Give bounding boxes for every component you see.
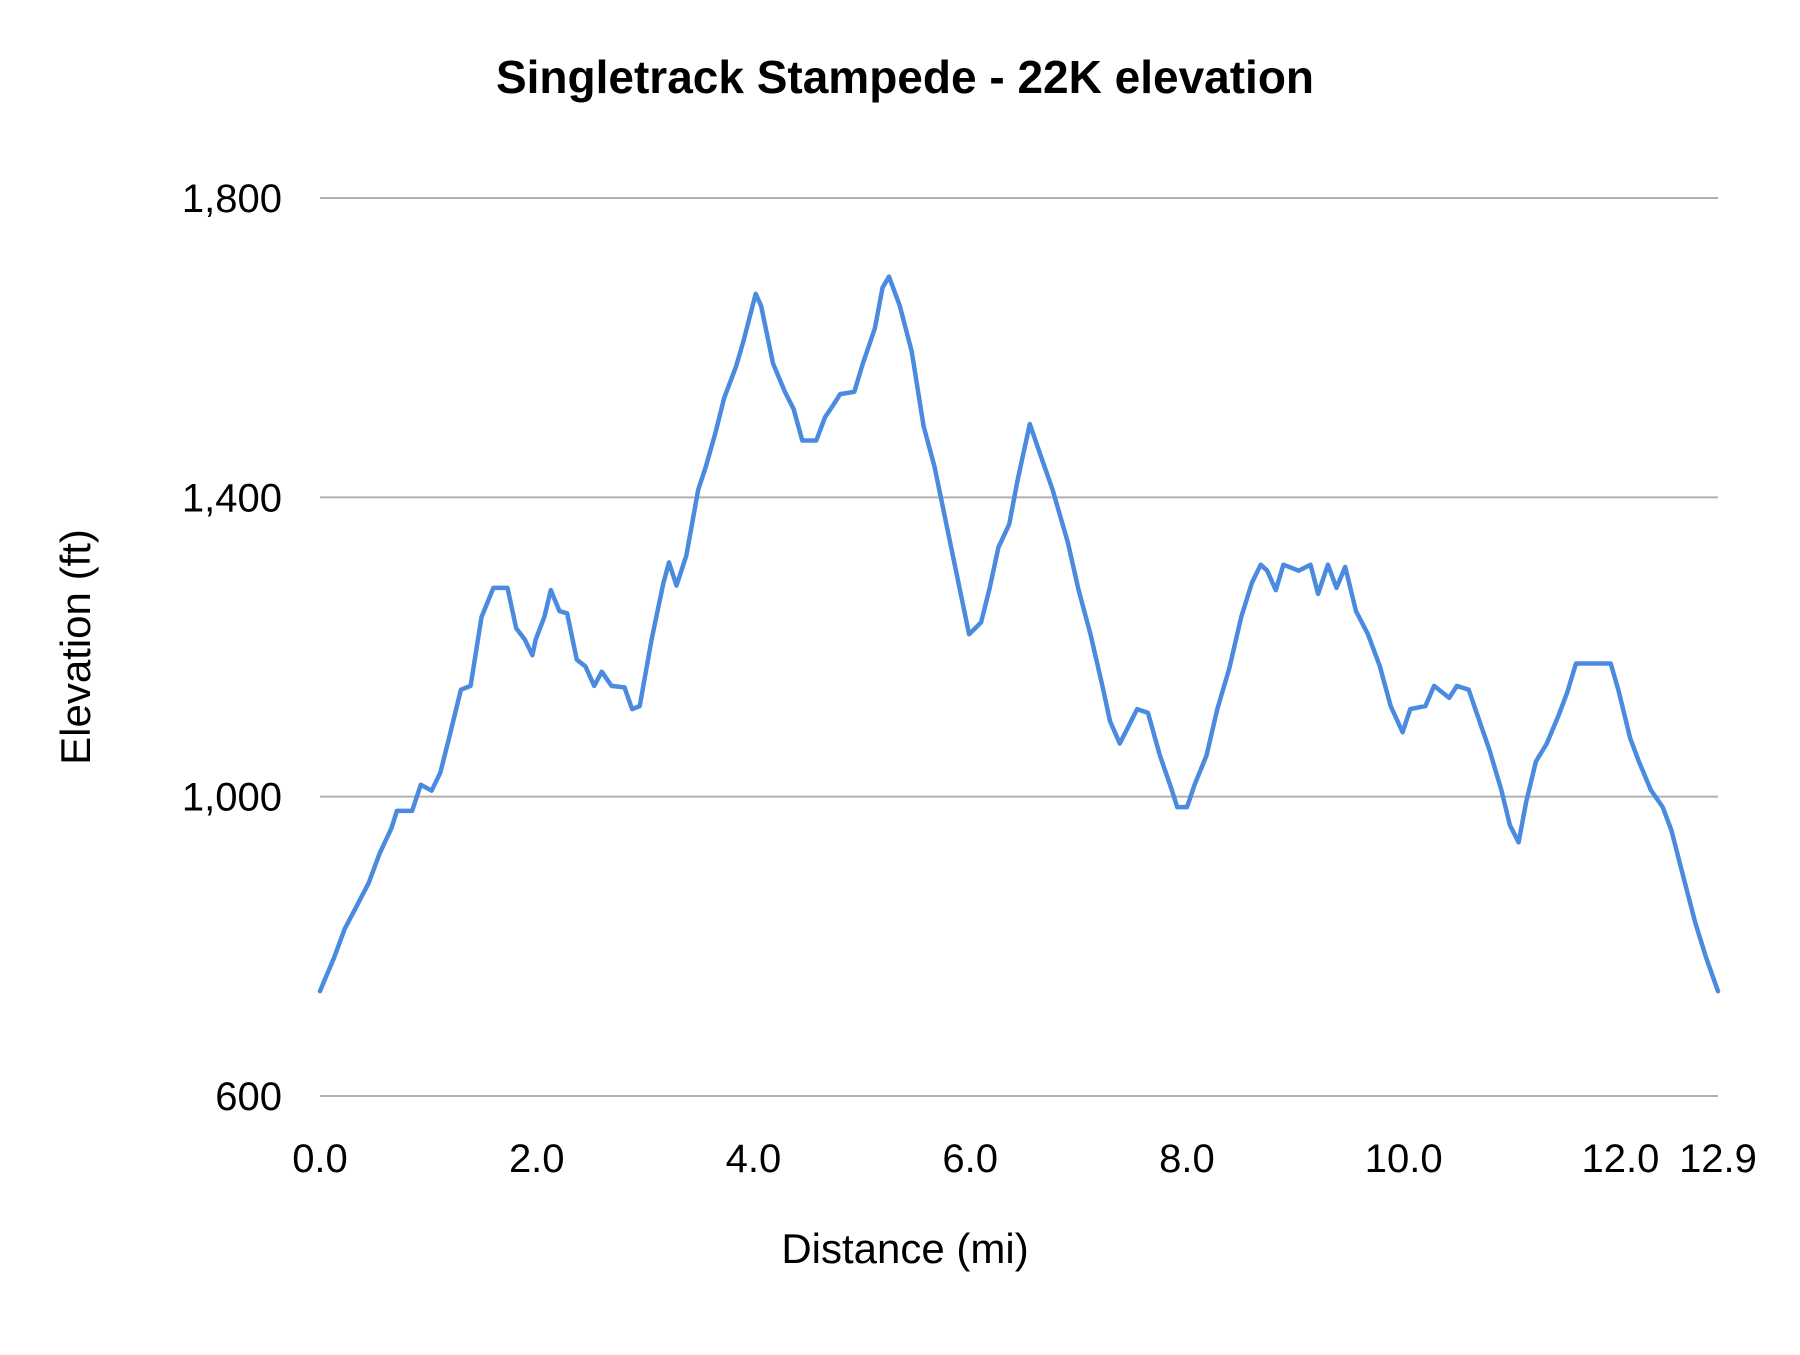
y-axis-label: Elevation (ft) [52,529,99,765]
x-tick-label: 4.0 [726,1137,782,1181]
y-tick-label: 600 [215,1075,282,1119]
x-tick-label: 8.0 [1159,1137,1215,1181]
x-axis-label: Distance (mi) [781,1225,1028,1272]
x-tick-label: 12.0 [1582,1137,1660,1181]
y-tick-label: 1,400 [182,476,282,520]
elevation-line [317,274,1721,994]
x-tick-label: 0.0 [292,1137,348,1181]
chart-title: Singletrack Stampede - 22K elevation [496,51,1314,103]
y-tick-label: 1,000 [182,776,282,820]
y-tick-label: 1,800 [182,177,282,221]
x-tick-label: 2.0 [509,1137,565,1181]
x-tick-label: 12.9 [1679,1137,1757,1181]
x-tick-label: 6.0 [942,1137,998,1181]
x-tick-label: 10.0 [1365,1137,1443,1181]
